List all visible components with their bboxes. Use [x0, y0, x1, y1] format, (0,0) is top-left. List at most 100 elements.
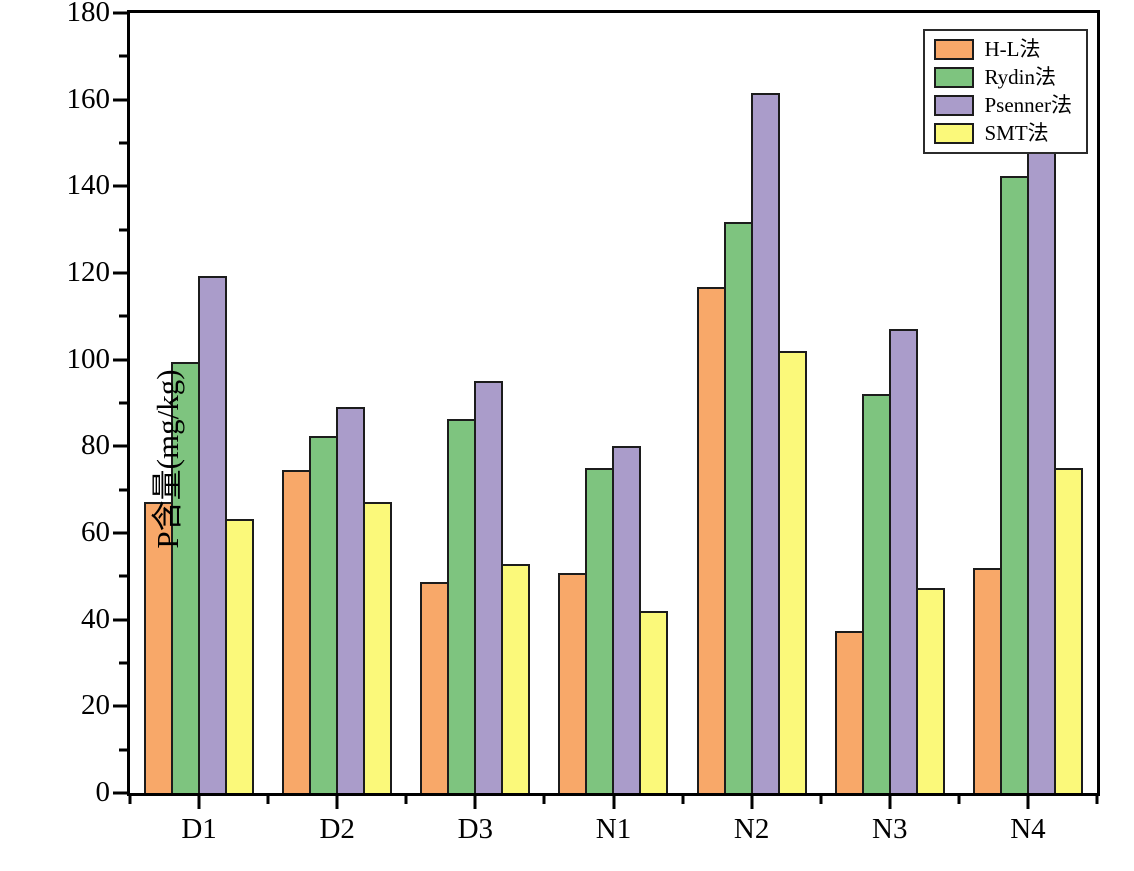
legend-item: Rydin法 [933, 65, 1073, 90]
y-major-tick [113, 98, 127, 102]
legend-label: SMT法 [984, 121, 1049, 146]
bar-n4-H-L法 [972, 567, 1002, 793]
y-minor-tick [119, 574, 127, 578]
y-tick-label: 160 [66, 82, 111, 115]
y-minor-tick [119, 488, 127, 492]
bar-n4-SMT法 [1053, 468, 1083, 793]
x-minor-tick [1095, 796, 1099, 804]
x-minor-tick [542, 796, 546, 804]
x-major-tick [612, 796, 615, 809]
legend: H-L法 Rydin法 Psenner法 SMT法 [922, 29, 1088, 155]
bar-d3-Psenner法 [474, 381, 504, 793]
y-major-tick [113, 531, 127, 535]
plot-area: 0 20 40 60 80 100 120 140 160 180 D1 D2 D3 N1 N2 N3 N4 … [67, 0, 1100, 844]
x-major-tick [750, 796, 754, 809]
y-minor-tick [119, 401, 127, 405]
bar-n3-Rydin法 [861, 394, 891, 793]
y-major-tick [113, 271, 127, 275]
bar-d3-Rydin法 [447, 419, 477, 793]
x-category-label: N4 [1010, 813, 1046, 845]
legend-label: H-L法 [984, 37, 1041, 61]
bar-n2-Rydin法 [723, 222, 753, 793]
y-tick-label: 140 [66, 169, 111, 202]
bar-group-d2 [268, 13, 406, 793]
legend-swatch [933, 67, 974, 89]
x-major-tick [335, 796, 339, 809]
bar-n1-Rydin法 [585, 468, 615, 793]
y-tick-label: 60 [81, 515, 110, 548]
bar-group-n4 [959, 13, 1097, 793]
bar-group-n2 [683, 13, 821, 793]
bar-group-d3 [406, 13, 544, 793]
x-category-label: N3 [872, 813, 908, 845]
bar-n1-Psenner法 [612, 446, 642, 793]
y-minor-tick [119, 228, 127, 232]
y-axis-title: P含量(mg/kg) [150, 369, 185, 549]
y-minor-tick [119, 748, 127, 752]
y-tick-label: 100 [66, 342, 111, 375]
bar-n1-H-L法 [558, 572, 588, 793]
bar-n4-Psenner法 [1026, 138, 1056, 793]
y-major-tick [113, 704, 127, 708]
bar-n3-Psenner法 [888, 329, 918, 793]
bar-group-d1 [130, 13, 268, 793]
y-minor-tick [119, 141, 127, 145]
bar-d3-H-L法 [420, 581, 450, 793]
y-tick-label: 40 [81, 602, 110, 635]
y-tick-label: 180 [66, 0, 111, 28]
y-tick-label: 0 [95, 775, 111, 808]
bar-n2-SMT法 [777, 351, 807, 793]
legend-swatch [933, 123, 974, 145]
x-minor-tick [957, 796, 961, 804]
bar-group-n1 [544, 13, 682, 793]
y-minor-tick [119, 314, 127, 318]
y-major-tick [113, 11, 127, 15]
legend-label: Rydin法 [984, 65, 1057, 90]
x-major-tick [197, 796, 201, 809]
y-tick-label: 120 [66, 255, 111, 288]
legend-swatch [933, 95, 974, 117]
y-minor-tick [119, 54, 127, 58]
y-major-tick [113, 444, 127, 448]
bar-d1-Psenner法 [198, 276, 228, 793]
x-minor-tick [404, 796, 408, 804]
legend-label: Psenner法 [984, 93, 1073, 118]
bar-n1-SMT法 [639, 611, 669, 793]
x-minor-tick [681, 796, 685, 804]
y-tick-label: 20 [81, 689, 110, 722]
x-category-label: N1 [595, 813, 632, 845]
bar-groups [130, 13, 1097, 793]
y-major-tick [113, 184, 127, 188]
y-minor-tick [119, 661, 127, 665]
x-minor-tick [266, 796, 270, 804]
x-minor-tick [128, 796, 132, 804]
x-major-tick [1026, 796, 1030, 809]
bar-n3-H-L法 [834, 630, 864, 793]
bar-n3-SMT法 [915, 588, 945, 793]
y-major-tick [113, 358, 127, 362]
legend-item: H-L法 [933, 37, 1073, 61]
bar-n4-Rydin法 [999, 175, 1029, 793]
bar-group-n3 [821, 13, 959, 793]
y-major-tick [113, 618, 127, 622]
bar-d3-SMT法 [501, 564, 531, 793]
bar-d1-SMT法 [225, 518, 255, 793]
x-major-tick [888, 796, 892, 809]
x-category-label: N2 [733, 813, 770, 845]
x-minor-tick [819, 796, 823, 804]
bar-d2-H-L法 [282, 470, 312, 793]
x-category-label: D2 [319, 813, 355, 845]
y-major-tick [113, 791, 127, 795]
plot-inner: 0 20 40 60 80 100 120 140 160 180 D1 D2 D3 N1 N2 N3 N4 … [67, 0, 1099, 844]
bar-d2-Psenner法 [336, 407, 366, 793]
legend-item: Psenner法 [933, 93, 1073, 118]
bar-d2-Rydin法 [309, 436, 339, 793]
bar-d2-SMT法 [363, 501, 393, 793]
bar-n2-Psenner法 [750, 93, 780, 793]
y-tick-label: 80 [81, 429, 110, 462]
bar-n2-H-L法 [696, 286, 726, 793]
legend-item: SMT法 [933, 121, 1073, 146]
x-major-tick [473, 796, 477, 809]
x-category-label: D3 [457, 813, 494, 845]
